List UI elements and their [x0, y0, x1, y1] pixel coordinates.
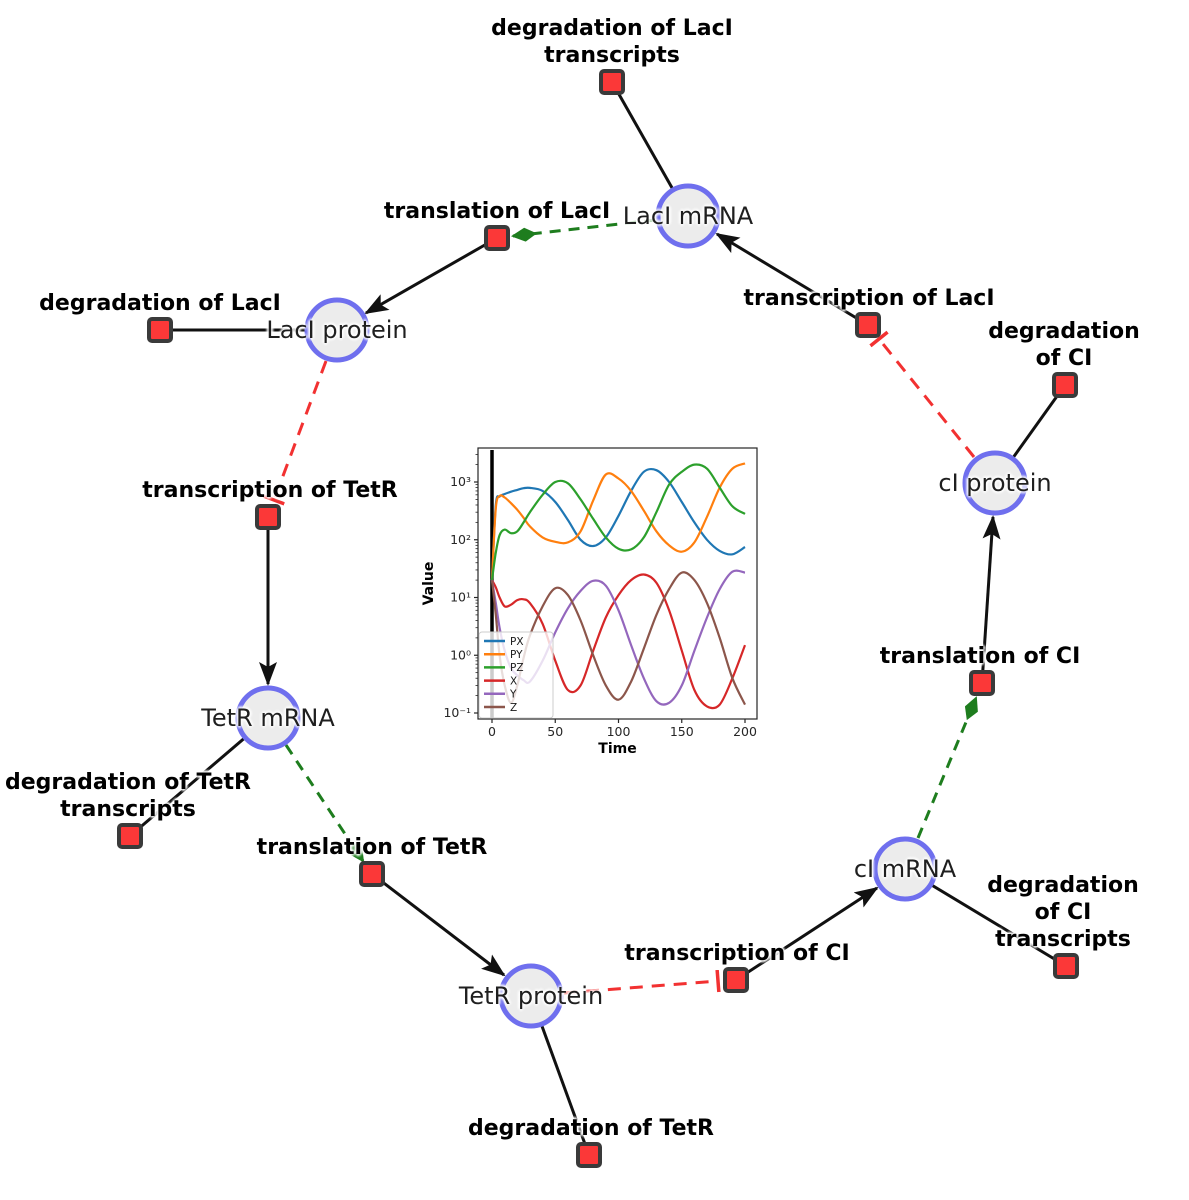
- edge-transcription-laci-to-laci-mrna[interactable]: [715, 232, 869, 327]
- species-node-ci-protein[interactable]: [962, 450, 1028, 516]
- simulation-time-series-plot: 0 50 100 150 200 10⁻¹ 10⁰ 10¹ 10² 10³ Time Value PX P…: [421, 438, 771, 768]
- reaction-node-translation-tetr[interactable]: [359, 861, 385, 887]
- reaction-node-degradation-tetr[interactable]: [576, 1142, 602, 1168]
- species-node-ci-mrna[interactable]: [872, 836, 938, 902]
- edge-tetr-mrna-modifies-translation-tetr[interactable]: [284, 744, 365, 863]
- plot-xtick-label: 150: [670, 724, 694, 739]
- reaction-node-degradation-laci[interactable]: [147, 317, 173, 343]
- plot-line-PZ: [490, 463, 746, 581]
- reaction-node-translation-laci[interactable]: [484, 225, 510, 251]
- plot-ytick-label: 10¹: [450, 590, 471, 605]
- reaction-node-degradation-ci[interactable]: [1052, 372, 1078, 398]
- reaction-node-transcription-laci[interactable]: [855, 312, 881, 338]
- plot-xtick-label: 200: [733, 724, 757, 739]
- edge-laci-protein-inhibits-transcription-tetr[interactable]: [263, 360, 328, 506]
- legend-label-PX: PX: [510, 636, 524, 648]
- edge-translation-ci-to-ci-protein[interactable]: [980, 515, 1001, 684]
- plot-xlabel: Time: [598, 741, 636, 757]
- reaction-node-degradation-laci-transcripts[interactable]: [599, 69, 625, 95]
- legend-label-PZ: PZ: [510, 662, 524, 674]
- legend-label-Z: Z: [510, 702, 517, 714]
- plot-line-X: [491, 573, 747, 710]
- reaction-node-degradation-ci-transcripts[interactable]: [1053, 953, 1079, 979]
- reaction-node-degradation-tetr-transcripts[interactable]: [117, 823, 143, 849]
- legend-label-Y: Y: [509, 689, 517, 701]
- species-node-laci-mrna[interactable]: [655, 183, 721, 249]
- edge-tetr-protein-inhibits-transcription-ci[interactable]: [563, 969, 721, 995]
- species-node-tetr-protein[interactable]: [498, 963, 564, 1029]
- plot-canvas: 0 50 100 150 20010⁻¹10⁰10¹10²10³TimeValuePXP…: [421, 447, 758, 757]
- plot-line-PY: [490, 462, 746, 581]
- plot-xtick-label: 0: [488, 724, 496, 739]
- reaction-node-transcription-ci[interactable]: [723, 967, 749, 993]
- plot-ytick-label: 10⁰: [450, 647, 471, 662]
- species-node-laci-protein[interactable]: [304, 297, 370, 363]
- reaction-node-translation-ci[interactable]: [969, 670, 995, 696]
- edge-laci-mrna-modifies-translation-laci[interactable]: [511, 218, 656, 242]
- plot-xtick-label: 100: [607, 724, 631, 739]
- plot-ylabel: Value: [421, 562, 437, 606]
- reaction-node-transcription-tetr[interactable]: [255, 504, 281, 530]
- plot-axes-box: [477, 447, 758, 720]
- legend-label-PY: PY: [510, 649, 523, 661]
- edge-ci-protein-inhibits-transcription-laci[interactable]: [869, 330, 976, 458]
- plot-ytick-label: 10³: [450, 474, 471, 489]
- edge-transcription-ci-to-ci-mrna[interactable]: [735, 886, 879, 982]
- legend-label-X: X: [510, 675, 517, 687]
- plot-ytick-label: 10²: [450, 532, 471, 547]
- plot-xtick-label: 50: [547, 724, 563, 739]
- species-node-tetr-mrna[interactable]: [235, 685, 301, 751]
- edge-translation-laci-to-laci-protein[interactable]: [364, 236, 498, 315]
- plot-line-PX: [490, 467, 746, 581]
- edge-ci-mrna-modifies-translation-ci[interactable]: [916, 696, 978, 839]
- plot-ytick-label: 10⁻¹: [443, 705, 471, 720]
- edge-translation-tetr-to-tetr-protein[interactable]: [371, 872, 506, 977]
